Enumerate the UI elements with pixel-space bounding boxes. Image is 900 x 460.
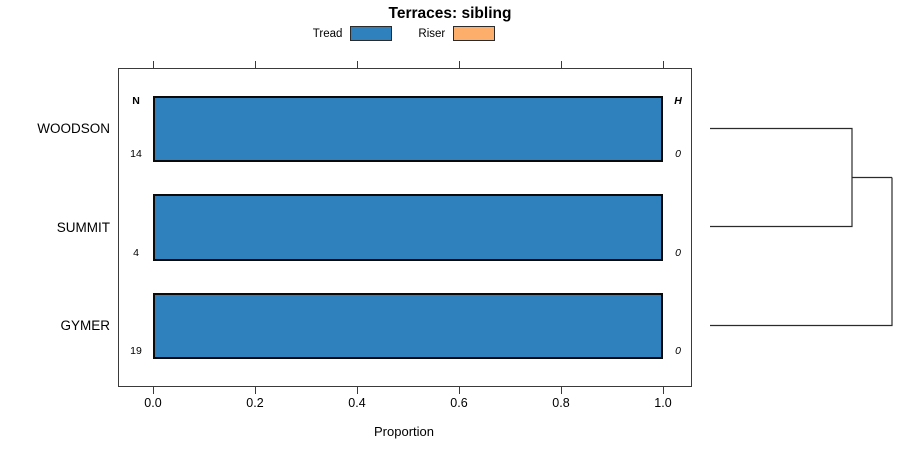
legend-swatch-riser [453,26,496,41]
h-value-summit: 0 [675,247,681,259]
x-axis-bottom-tick [255,387,256,394]
x-axis-bottom-tick [153,387,154,394]
legend-label: Tread [312,27,343,40]
n-column-header: N [132,95,140,107]
x-axis-top-tick [561,61,562,68]
bar-summit [153,194,663,261]
bar-woodson [153,96,663,162]
chart-title: Terraces: sibling [388,5,512,22]
x-tick-label-0.2: 0.2 [246,396,264,410]
dendrogram-merge-gymer [710,177,893,327]
plot-area: N H 14 0 4 0 19 0 [118,61,692,394]
legend-swatch-tread [350,26,393,41]
x-tick-label-1.0: 1.0 [654,396,672,410]
legend-item-riser: Riser [418,26,496,41]
legend-item-tread: Tread [313,26,393,41]
x-axis-top-tick [357,61,358,68]
x-tick-label-0.8: 0.8 [552,396,570,410]
bar-gymer [153,293,663,359]
category-label-gymer: GYMER [60,318,110,333]
x-axis-top-tick [459,61,460,68]
x-tick-label-0.0: 0.0 [144,396,162,410]
x-axis-top-tick [663,61,664,68]
h-value-woodson: 0 [675,148,681,160]
x-axis-top-tick [153,61,154,68]
x-tick-label-0.4: 0.4 [348,396,366,410]
h-column-header: H [674,95,682,107]
x-tick-label-0.6: 0.6 [450,396,468,410]
x-axis-bottom-tick [561,387,562,394]
h-value-gymer: 0 [675,345,681,357]
x-axis-bottom-tick [357,387,358,394]
n-value-gymer: 19 [130,345,142,357]
x-axis-bottom-tick [663,387,664,394]
n-value-summit: 4 [133,247,139,259]
x-axis-bottom-tick [459,387,460,394]
category-label-woodson: WOODSON [37,121,110,136]
n-value-woodson: 14 [130,148,142,160]
dendrogram [710,127,893,327]
dendrogram-merge-woodson-summit [710,127,853,228]
x-axis-label: Proportion [374,424,434,439]
x-axis-top-tick [255,61,256,68]
category-label-summit: SUMMIT [56,219,110,235]
legend: Tread Riser [118,26,690,41]
legend-label: Riser [418,27,446,40]
